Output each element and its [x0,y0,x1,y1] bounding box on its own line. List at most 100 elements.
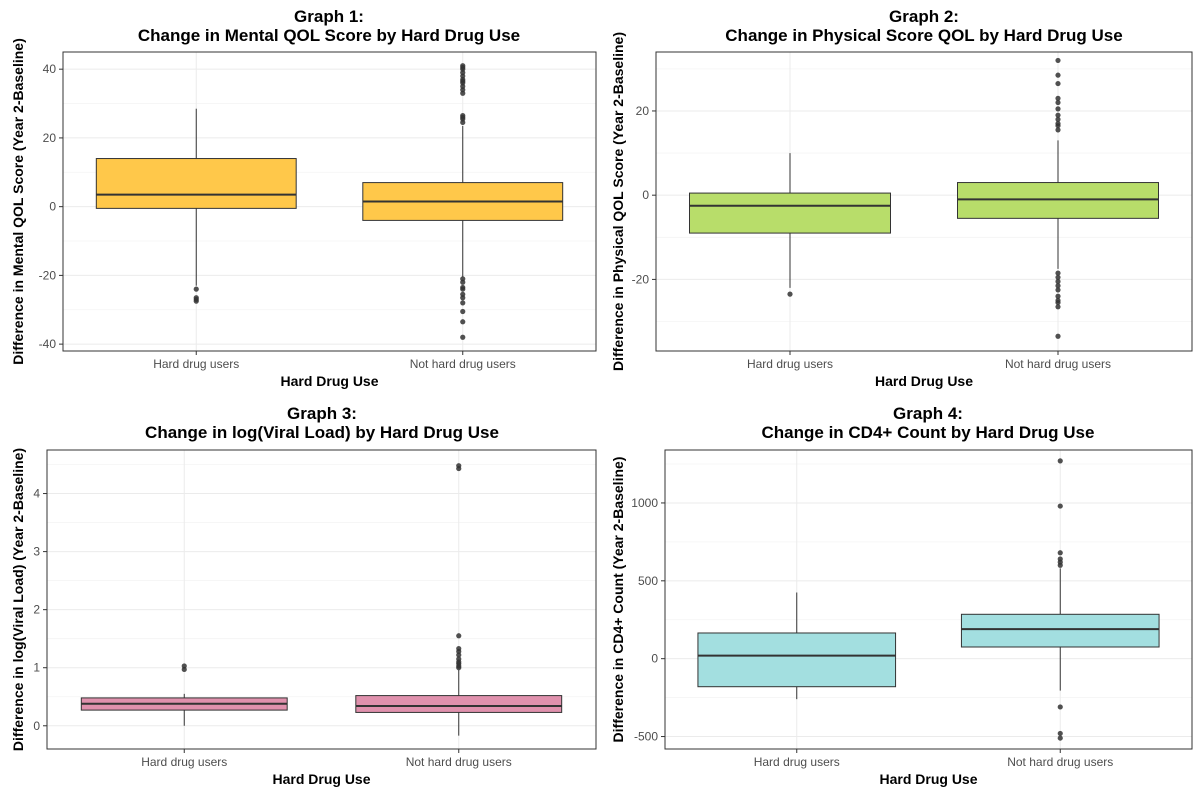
outlier-point [1055,283,1061,289]
outlier-point [456,633,462,639]
outlier-point [1055,287,1061,293]
chart-title-line2: Change in Mental QOL Score by Hard Drug … [138,26,520,45]
y-axis-title: Difference in Physical QOL Score (Year 2… [610,32,626,371]
y-tick-label: 0 [49,200,56,214]
box-2 [957,57,1159,339]
panel-border [46,449,597,750]
x-tick-label: Hard drug users [747,357,833,371]
outlier-point [456,656,462,662]
outlier-point [460,334,466,340]
x-axis-title: Hard Drug Use [875,373,973,389]
box-1 [80,663,288,726]
x-tick-label: Not hard drug users [406,755,512,769]
y-tick-label: -40 [39,337,57,351]
box-2 [362,63,564,340]
outlier-point [1057,550,1063,556]
outlier-point [1057,735,1063,741]
chart-panel-2: Graph 2:Change in Physical Score QOL by … [610,7,1193,389]
y-tick-label: -20 [39,268,57,282]
y-axis-title: Difference in log(Viral Load) (Year 2-Ba… [10,448,26,751]
box-body [697,632,897,688]
y-axis-title: Difference in CD4+ Count (Year 2-Baselin… [610,457,626,743]
outlier-point [193,286,199,292]
outlier-point [1057,556,1063,562]
outlier-point [1055,278,1061,285]
outlier-point [1055,99,1061,106]
outlier-point [460,112,466,119]
y-tick-label: 500 [638,574,658,588]
outlier-point [1057,458,1063,464]
outlier-point [460,279,466,285]
outlier-point [1055,72,1061,78]
y-tick-label: 40 [43,62,57,76]
y-tick-label: 2 [33,603,40,617]
y-tick-label: 4 [33,487,40,501]
panel-border [62,51,597,352]
outlier-point [456,645,462,652]
x-tick-label: Not hard drug users [410,357,516,371]
outlier-point [181,663,187,669]
outlier-point [1057,503,1063,509]
outlier-point [1055,95,1061,101]
outlier-point [1055,112,1061,118]
outlier-point [1055,299,1061,306]
y-tick-label: 0 [642,188,649,202]
y-tick-label: 20 [636,104,650,118]
panel-border [655,51,1193,352]
outlier-point [193,298,199,304]
y-tick-label: 1000 [631,496,658,510]
x-tick-label: Hard drug users [153,357,239,371]
y-tick-label: 1 [33,661,40,675]
box-2 [960,458,1160,741]
chart-title-line1: Graph 4: [893,404,963,423]
x-axis-title: Hard Drug Use [879,771,977,787]
outlier-point [1055,127,1061,133]
outlier-point [460,63,466,69]
y-tick-label: 20 [43,131,57,145]
outlier-point [1057,704,1063,710]
outlier-point [1055,274,1061,280]
outlier-point [460,319,466,325]
x-axis-title: Hard Drug Use [272,771,370,787]
y-tick-label: 0 [651,652,658,666]
box-body [960,613,1160,648]
box-1 [95,108,297,304]
chart-title-line2: Change in Physical Score QOL by Hard Dru… [725,26,1122,45]
outlier-point [460,300,466,306]
outlier-point [1055,57,1061,64]
panel-border [664,449,1193,750]
outlier-point [787,291,793,297]
y-tick-label: 3 [33,545,40,559]
chart-panel-1: Graph 1:Change in Mental QOL Score by Ha… [10,7,597,389]
x-tick-label: Hard drug users [754,755,840,769]
chart-title-line1: Graph 2: [889,7,959,26]
box-body [355,695,563,713]
outlier-point [1057,730,1063,737]
outlier-point [1055,120,1061,127]
chart-title-line2: Change in CD4+ Count by Hard Drug Use [762,423,1095,442]
outlier-point [1055,293,1061,299]
outlier-point [1055,116,1061,122]
box-2 [355,463,563,736]
chart-title-line2: Change in log(Viral Load) by Hard Drug U… [145,423,499,442]
chart-panel-4: Graph 4:Change in CD4+ Count by Hard Dru… [610,404,1193,787]
y-axis-title: Difference in Mental QOL Score (Year 2-B… [10,38,26,365]
outlier-point [1055,270,1061,276]
outlier-point [460,286,466,292]
box-1 [689,153,891,297]
x-tick-label: Not hard drug users [1007,755,1113,769]
x-tick-label: Hard drug users [141,755,227,769]
y-tick-label: -500 [634,730,658,744]
box-body [957,182,1159,219]
y-tick-label: 0 [33,719,40,733]
outlier-point [456,463,462,469]
x-axis-title: Hard Drug Use [280,373,378,389]
outlier-point [460,295,466,301]
outlier-point [1055,80,1061,87]
box-body [95,158,297,209]
chart-title-line1: Graph 3: [287,404,357,423]
chart-title-line1: Graph 1: [294,7,364,26]
box-body [689,192,891,234]
box-1 [697,592,897,700]
